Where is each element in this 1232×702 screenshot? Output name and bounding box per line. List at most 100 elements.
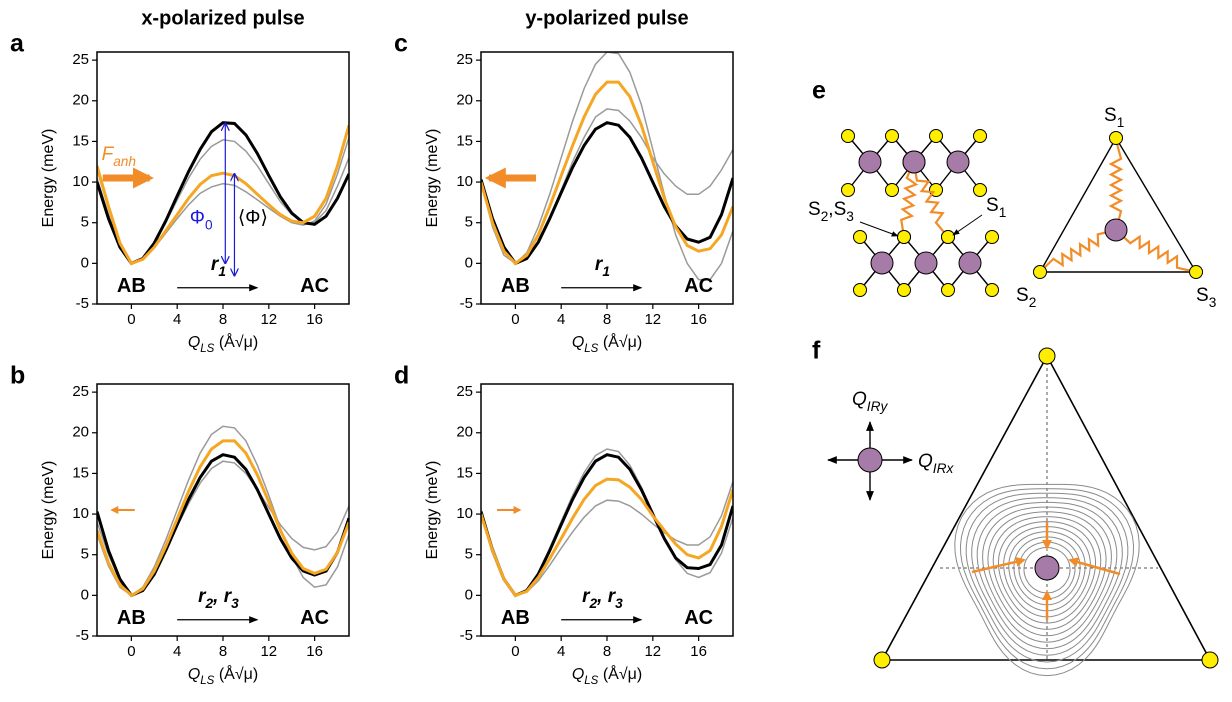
panel-letter: a [10, 30, 25, 58]
sulfur-atom [874, 652, 890, 668]
axis-mode-label: QIRx [918, 451, 954, 476]
y-tick-label: 20 [456, 424, 473, 441]
x-axis-label-part: Q [188, 334, 200, 351]
panel-letter: b [10, 362, 25, 390]
atom-label-part: S [808, 199, 821, 220]
x-tick-label: 0 [127, 311, 135, 328]
curve [97, 455, 349, 596]
sulfur-atom [898, 231, 911, 244]
curve [481, 123, 733, 264]
axis-mode-label-part: Q [852, 389, 867, 410]
sulfur-atom [854, 284, 867, 297]
x-tick-label: 0 [511, 643, 519, 660]
barrier-label-part: Φ [190, 208, 205, 229]
sulfur-atom [986, 231, 999, 244]
metal-atom [1105, 219, 1127, 241]
x-axis-label-part: LS [200, 343, 214, 355]
sulfur-atom [986, 284, 999, 297]
axis-mode-label: QIRy [852, 389, 888, 414]
atom-label-part: 1 [1117, 115, 1125, 130]
path-label-part: , r [212, 586, 233, 607]
well-label: AC [684, 275, 713, 297]
y-tick-label: 0 [81, 586, 89, 603]
x-tick-label: 4 [173, 643, 181, 660]
x-tick-label: 4 [173, 311, 181, 328]
sulfur-atom [974, 184, 987, 197]
metal-atom [858, 448, 882, 472]
atom-label-part: 2 [1029, 295, 1037, 310]
x-axis-label-part: (Å√μ) [214, 332, 258, 351]
x-axis-label-part: Q [572, 334, 584, 351]
well-label: AC [300, 607, 329, 629]
curve [481, 455, 733, 596]
x-tick-label: 0 [511, 311, 519, 328]
metal-atom [947, 151, 969, 173]
sulfur-atom [942, 284, 955, 297]
y-tick-label: 15 [72, 132, 89, 149]
x-axis-label-part: (Å√μ) [214, 664, 258, 683]
x-tick-label: 16 [690, 311, 707, 328]
x-axis-label: QLS (Å√μ) [188, 664, 258, 687]
well-label: AB [501, 607, 530, 629]
path-label: r1 [211, 254, 226, 279]
x-tick-label: 12 [644, 311, 661, 328]
atom-label-part: S [1104, 105, 1117, 126]
x-tick-label: 8 [219, 643, 227, 660]
curve [97, 123, 349, 264]
axis-mode-label-part: IRy [867, 399, 889, 414]
x-tick-label: 4 [557, 311, 565, 328]
atom-label: S2,S3 [808, 199, 854, 224]
y-tick-label: 5 [81, 546, 89, 563]
metal-atom [1035, 556, 1059, 580]
y-tick-label: -5 [76, 295, 89, 312]
y-tick-label: 15 [72, 464, 89, 481]
x-tick-label: 8 [603, 311, 611, 328]
sulfur-atom [842, 130, 855, 143]
path-label: r2, r3 [198, 586, 239, 611]
axis-mode-label-part: IRx [933, 461, 955, 476]
atom-label-part: 1 [999, 205, 1007, 220]
sulfur-atom [886, 130, 899, 143]
y-tick-label: 25 [456, 51, 473, 68]
sulfur-atom [1110, 132, 1123, 145]
atom-label-part: S [1196, 285, 1209, 306]
path-label: r1 [595, 254, 610, 279]
y-tick-label: 10 [72, 173, 89, 190]
well-label: AC [684, 607, 713, 629]
page: ax-polarized pulse0481216-50510152025QLS… [0, 0, 1232, 702]
y-tick-label: 25 [72, 383, 89, 400]
atom-label-part: 3 [1209, 295, 1217, 310]
x-axis-label: QLS (Å√μ) [572, 664, 642, 687]
x-tick-label: 8 [603, 643, 611, 660]
force-label-part: anh [113, 154, 136, 169]
y-tick-label: 5 [465, 214, 473, 231]
x-tick-label: 0 [127, 643, 135, 660]
path-label-part: , r [596, 586, 617, 607]
mean-barrier-label: ⟨Φ⟩ [238, 208, 268, 229]
curve [481, 479, 733, 595]
metal-atom [903, 151, 925, 173]
metal-atom [871, 252, 893, 274]
y-tick-label: 5 [81, 214, 89, 231]
y-tick-label: 10 [456, 505, 473, 522]
y-tick-label: -5 [460, 295, 473, 312]
metal-atom [859, 151, 881, 173]
spring [1111, 140, 1121, 230]
panel-letter: d [394, 362, 409, 390]
y-tick-label: 25 [72, 51, 89, 68]
spring [914, 162, 948, 237]
sulfur-atom [1202, 652, 1218, 668]
curve [481, 52, 733, 280]
path-label-part: 3 [615, 596, 623, 611]
sulfur-atom [842, 184, 855, 197]
x-tick-label: 16 [306, 311, 323, 328]
path-label-part: 1 [218, 264, 226, 279]
x-axis-label: QLS (Å√μ) [188, 332, 258, 355]
y-tick-label: 10 [72, 505, 89, 522]
y-tick-label: 20 [72, 424, 89, 441]
sulfur-atom [942, 231, 955, 244]
column-title: x-polarized pulse [141, 7, 304, 29]
curve [97, 125, 349, 263]
atom-label-part: ,S [828, 199, 846, 220]
sulfur-atom [1190, 266, 1203, 279]
